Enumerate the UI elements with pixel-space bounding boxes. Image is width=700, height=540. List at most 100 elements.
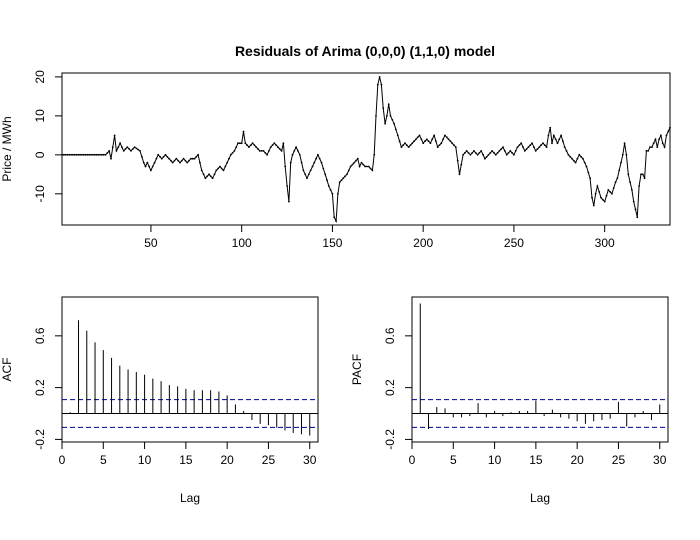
data-point [284, 165, 287, 168]
data-point [387, 103, 390, 106]
data-point [420, 138, 423, 141]
data-point [155, 157, 158, 160]
series-line-residuals [62, 76, 671, 224]
data-point [211, 177, 214, 180]
data-point [349, 165, 352, 168]
data-point [601, 198, 604, 201]
data-point [585, 165, 588, 168]
data-point [82, 153, 85, 156]
data-point [317, 153, 319, 156]
data-point [351, 163, 354, 166]
x-tick-label: 30 [653, 453, 667, 467]
data-point [424, 140, 426, 143]
data-point [647, 150, 650, 152]
data-point [153, 161, 156, 164]
data-point [151, 165, 154, 168]
data-point [191, 157, 194, 160]
data-point [320, 161, 323, 164]
data-point [171, 161, 174, 164]
data-point [282, 142, 285, 145]
x-axis-label: Lag [180, 491, 200, 505]
data-point [480, 150, 483, 152]
data-point [280, 150, 283, 152]
data-point [92, 153, 94, 156]
data-point [405, 144, 408, 147]
y-tick-label: -0.2 [383, 429, 397, 450]
data-point [235, 146, 238, 149]
data-point [72, 153, 74, 156]
data-point [148, 165, 151, 168]
data-point [102, 153, 105, 156]
data-point [651, 146, 653, 149]
data-point [576, 157, 579, 160]
data-point [456, 159, 459, 162]
data-point [333, 216, 336, 219]
plot-frame [61, 72, 671, 226]
data-point [491, 150, 493, 152]
data-point [62, 153, 65, 156]
data-point [309, 169, 312, 172]
data-point [623, 142, 626, 145]
data-point [543, 144, 546, 147]
data-point [509, 150, 512, 152]
data-point [90, 153, 92, 156]
data-point [166, 155, 169, 158]
data-point [369, 167, 372, 170]
x-tick-label: 5 [450, 453, 457, 467]
data-point [631, 189, 633, 191]
data-point [326, 179, 328, 182]
data-point [173, 159, 176, 162]
data-point [258, 150, 261, 152]
y-axis-label: PACF [350, 354, 364, 385]
data-point [338, 181, 341, 184]
data-point [329, 189, 332, 191]
data-point [465, 150, 468, 152]
data-point [594, 192, 597, 195]
data-point [110, 157, 112, 160]
data-point [592, 204, 595, 207]
plot-frame [411, 296, 669, 443]
data-point [505, 153, 508, 156]
x-axis-label: Lag [530, 491, 550, 505]
data-point [179, 161, 181, 164]
data-point [382, 107, 385, 109]
data-point [244, 142, 247, 145]
data-point [346, 173, 348, 176]
x-tick-label: 15 [529, 453, 543, 467]
data-point [540, 144, 542, 147]
data-point [304, 173, 307, 176]
data-point [429, 142, 432, 145]
data-point [64, 153, 67, 156]
data-point [97, 153, 100, 156]
data-point [86, 153, 89, 156]
data-point [625, 153, 628, 156]
data-point [206, 175, 209, 178]
data-point [164, 153, 167, 156]
x-tick-label: 50 [144, 236, 158, 250]
data-point [583, 161, 586, 164]
data-point [467, 152, 470, 154]
data-point [389, 115, 392, 117]
data-point [598, 191, 601, 193]
data-point [629, 181, 631, 184]
data-point [393, 122, 395, 125]
data-point [567, 153, 570, 156]
data-point [669, 126, 671, 129]
data-point [362, 163, 365, 166]
y-tick-label: -0.2 [33, 429, 47, 450]
data-point [133, 146, 136, 149]
data-point [122, 150, 125, 152]
data-point [391, 118, 394, 121]
data-point [99, 153, 101, 156]
data-point [84, 153, 87, 156]
data-point [514, 150, 517, 152]
data-point [618, 169, 621, 172]
data-point [146, 161, 149, 164]
data-point [663, 146, 666, 149]
data-point [322, 167, 325, 170]
data-point [665, 134, 668, 137]
data-point [435, 140, 437, 143]
data-point [464, 152, 466, 154]
data-point [347, 169, 350, 172]
data-point [248, 146, 250, 149]
